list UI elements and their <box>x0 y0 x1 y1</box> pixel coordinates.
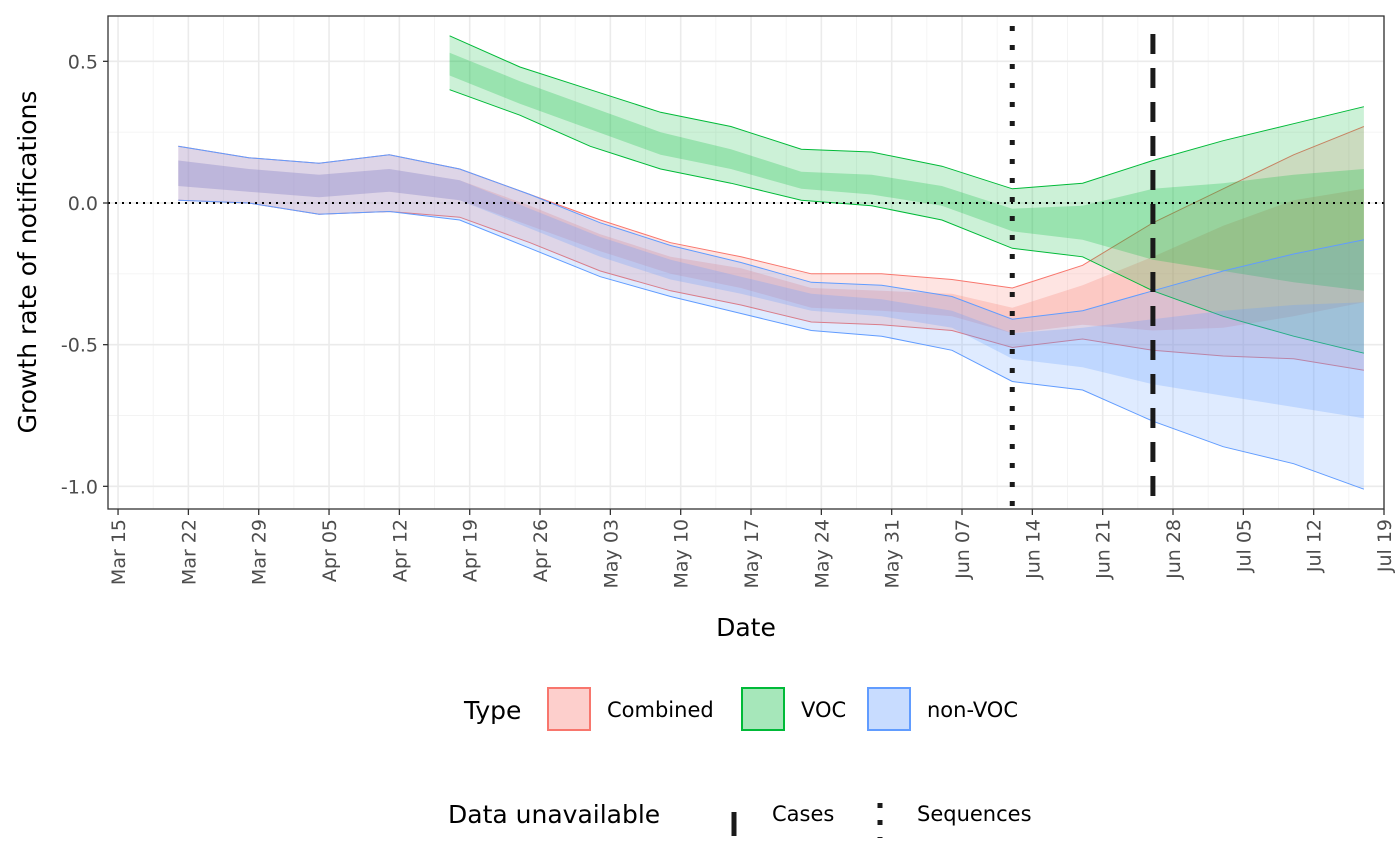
x-tick-label-1: Mar 22 <box>178 519 200 585</box>
band-lower-line-non-voc <box>178 199 1365 490</box>
legend-item-voc: VOC <box>741 687 846 731</box>
y-axis-title: Growth rate of notifications <box>13 91 42 434</box>
x-tick-label-14: Jun 21 <box>1093 519 1115 580</box>
band-outer-voc <box>449 35 1364 354</box>
band-inner-non-voc <box>178 160 1364 419</box>
x-tick-label-6: Apr 26 <box>530 519 552 582</box>
legend-label-sequences: Sequences <box>917 802 1032 826</box>
legend-unavailable-title: Data unavailable <box>448 800 660 829</box>
x-tick-label-13: Jun 14 <box>1022 519 1044 580</box>
band-lower-line-voc <box>449 89 1365 354</box>
band-inner-combined <box>178 160 1364 334</box>
x-tick-label-8: May 10 <box>671 519 693 589</box>
legend-type: Type Combined VOC non-VOC <box>463 687 1018 731</box>
x-tick-label-5: Apr 19 <box>460 519 482 582</box>
x-tick-label-15: Jun 28 <box>1163 519 1185 580</box>
band-inner-voc <box>449 52 1364 291</box>
grid-major <box>108 16 1385 509</box>
y-tick-label-1: 0.0 <box>68 193 98 215</box>
x-tick-label-0: Mar 15 <box>108 519 130 585</box>
legend-label-voc: VOC <box>801 698 846 722</box>
series-non-voc <box>178 145 1365 490</box>
band-upper-line-voc <box>449 35 1365 190</box>
x-axis-title: Date <box>716 613 776 642</box>
x-axis-ticks: Mar 15 Mar 22 Mar 29 Apr 05 Apr 12 Apr 19 Apr … <box>108 509 1396 589</box>
y-tick-label-3: -1.0 <box>61 476 98 498</box>
y-tick-label-0: 0.5 <box>68 51 98 73</box>
legend-item-non-voc: non-VOC <box>867 687 1018 731</box>
x-tick-label-2: Mar 29 <box>249 519 271 585</box>
grid-minor <box>108 16 1384 509</box>
series-bands <box>178 35 1365 490</box>
x-tick-label-11: May 31 <box>882 519 904 589</box>
legend-key-non-voc <box>867 687 911 731</box>
x-tick-label-10: May 24 <box>811 519 833 589</box>
legend-item-cases: Cases <box>731 802 834 836</box>
x-tick-label-3: Apr 05 <box>319 519 341 582</box>
series-voc <box>449 35 1365 354</box>
x-tick-label-4: Apr 12 <box>389 519 411 582</box>
band-outer-combined <box>178 126 1364 371</box>
legend-item-combined: Combined <box>547 687 714 731</box>
legend-type-title: Type <box>463 696 521 725</box>
band-outer-non-voc <box>178 146 1364 490</box>
band-upper-line-non-voc <box>178 145 1364 320</box>
x-tick-label-9: May 17 <box>741 519 763 589</box>
legend-data-unavailable: Data unavailable Cases Sequences <box>448 800 1032 838</box>
legend-label-cases: Cases <box>772 802 834 826</box>
x-tick-label-18: Jul 19 <box>1374 519 1396 573</box>
legend-key-combined <box>547 687 591 731</box>
x-tick-label-17: Jul 12 <box>1304 519 1326 573</box>
x-tick-label-12: Jun 07 <box>952 519 974 580</box>
legend-item-sequences: Sequences <box>877 802 1032 838</box>
legend-label-non-voc: non-VOC <box>927 698 1018 722</box>
x-tick-label-7: May 03 <box>600 519 622 589</box>
x-tick-label-16: Jul 05 <box>1233 519 1255 573</box>
y-tick-label-2: -0.5 <box>61 335 98 357</box>
reference-lines <box>108 26 1384 509</box>
panel-border <box>107 15 1385 510</box>
legend-key-voc <box>741 687 785 731</box>
panel-background <box>108 16 1384 509</box>
y-axis-ticks: 0.5 0.0 -0.5 -1.0 <box>61 51 108 498</box>
legend-label-combined: Combined <box>607 698 714 722</box>
